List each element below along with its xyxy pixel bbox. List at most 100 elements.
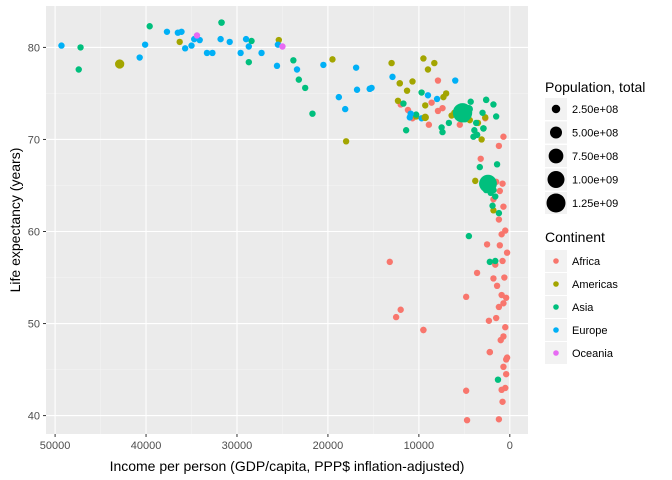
data-point-americas-large [421, 113, 429, 122]
data-point-asia [438, 124, 445, 131]
data-point-africa [498, 231, 505, 238]
data-point-asia [75, 66, 82, 73]
x-tick-label: 10000 [404, 440, 435, 452]
x-tick-label: 20000 [313, 440, 344, 452]
data-point-africa [500, 333, 507, 340]
size-legend-label: 7.50e+08 [572, 151, 618, 163]
data-point-africa [473, 269, 481, 277]
data-point-americas [478, 136, 485, 143]
data-point-europe [237, 49, 244, 57]
data-point-africa [462, 293, 470, 301]
data-point-europe-large [366, 85, 373, 93]
data-point-asia [490, 101, 497, 108]
data-point-europe [424, 92, 432, 99]
data-point-africa [501, 274, 508, 281]
size-legend-label: 2.50e+08 [572, 104, 618, 116]
size-legend-label: 1.25e+09 [572, 198, 618, 210]
data-point-africa [499, 257, 506, 265]
data-point-americas [431, 59, 438, 67]
data-point-europe [209, 49, 216, 57]
data-point-americas [482, 114, 489, 121]
data-point-africa [495, 216, 503, 223]
color-legend-key-europe [553, 327, 559, 333]
color-legend-label: Europe [572, 325, 607, 337]
data-point-americas [422, 102, 429, 109]
data-point-europe [293, 66, 301, 73]
data-point-asia [494, 376, 502, 383]
major-gridlines [46, 6, 528, 434]
data-point-americas [342, 138, 350, 145]
data-point-asia [492, 257, 499, 265]
data-point-africa [496, 187, 504, 195]
data-point-asia [495, 209, 503, 217]
data-point-africa [498, 291, 505, 299]
data-point-africa [496, 242, 504, 249]
data-point-americas-large [396, 80, 403, 87]
data-point-asia [418, 89, 425, 96]
data-points [58, 19, 511, 424]
data-point-asia [309, 110, 316, 117]
data-point-asia [492, 113, 500, 120]
size-legend-key [551, 104, 561, 114]
size-legend-key [549, 126, 563, 139]
data-point-africa [503, 249, 511, 256]
data-point-asia [248, 37, 255, 45]
x-tick-label: 50000 [40, 440, 71, 452]
color-legend-label: Africa [572, 256, 601, 268]
size-legend-key [546, 193, 566, 213]
data-point-europe [242, 35, 250, 43]
data-point-americas [472, 177, 479, 185]
data-point-asia [301, 84, 309, 92]
data-point-asia [486, 258, 494, 266]
data-point-africa [456, 121, 463, 128]
data-point-africa [425, 121, 433, 128]
data-point-europe [203, 49, 211, 57]
x-tick-label: 40000 [131, 440, 162, 452]
data-point-europe [353, 86, 361, 93]
data-point-oceania [193, 32, 201, 39]
size-legend: Population, total 2.50e+08 5.00e+08 7.50e+… [545, 79, 645, 214]
data-point-asia [479, 109, 486, 116]
data-point-asia-large [482, 96, 490, 104]
data-point-africa [498, 386, 505, 394]
data-point-americas [388, 59, 395, 67]
data-point-africa [392, 313, 400, 321]
size-legend-title: Population, total [545, 79, 645, 95]
data-point-africa [495, 142, 503, 150]
data-point-asia [245, 58, 253, 66]
y-tick-label: 40 [28, 411, 40, 423]
data-point-africa-large [486, 348, 494, 356]
data-point-africa [500, 363, 507, 371]
size-legend-key [548, 148, 564, 164]
data-point-asia-large [473, 131, 481, 139]
data-point-europe [226, 38, 233, 46]
data-point-africa [495, 303, 503, 311]
data-point-africa [490, 275, 497, 282]
data-point-africa [439, 104, 446, 112]
data-point-europe [174, 29, 182, 36]
data-point-africa [500, 203, 507, 210]
data-point-americas [329, 56, 336, 63]
y-axis: 40 50 60 70 80 [28, 42, 46, 423]
color-legend-key-asia [553, 304, 559, 310]
data-point-asia [476, 163, 483, 171]
data-point-africa-large [420, 326, 427, 334]
data-point-asia-large [464, 105, 473, 114]
data-point-americas [420, 55, 427, 62]
x-axis-title: Income per person (GDP/capita, PPP$ infl… [110, 458, 465, 474]
data-point-asia [146, 23, 153, 30]
data-point-africa [462, 387, 470, 394]
data-point-africa [477, 155, 484, 162]
data-point-asia [471, 127, 478, 134]
data-point-africa [428, 99, 435, 106]
data-point-africa [495, 416, 503, 423]
color-legend-title: Continent [545, 229, 605, 245]
data-point-europe [433, 95, 441, 103]
color-legend-label: Asia [572, 302, 594, 314]
x-tick-label: 30000 [222, 440, 253, 452]
data-point-asia [77, 44, 84, 51]
data-point-asia [295, 76, 303, 83]
data-point-americas [403, 87, 411, 94]
data-point-oceania [279, 43, 286, 50]
